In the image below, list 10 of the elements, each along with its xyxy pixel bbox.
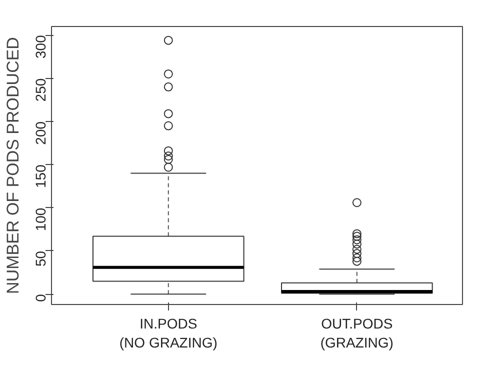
y-tick-label: 300	[32, 34, 48, 58]
y-tick-label: 50	[32, 250, 48, 267]
y-tick-label: 0	[32, 294, 48, 302]
y-tick-label: 100	[32, 208, 48, 232]
x-tick-label: OUT.PODS (GRAZING)	[320, 316, 394, 351]
x-tick-label: IN.PODS (NO GRAZING)	[119, 316, 218, 351]
y-tick-label: 250	[32, 78, 48, 102]
y-tick-label: 200	[32, 121, 48, 145]
y-axis-title: NUMBER OF PODS PRODUCED	[4, 37, 22, 294]
y-tick-label: 150	[32, 164, 48, 188]
